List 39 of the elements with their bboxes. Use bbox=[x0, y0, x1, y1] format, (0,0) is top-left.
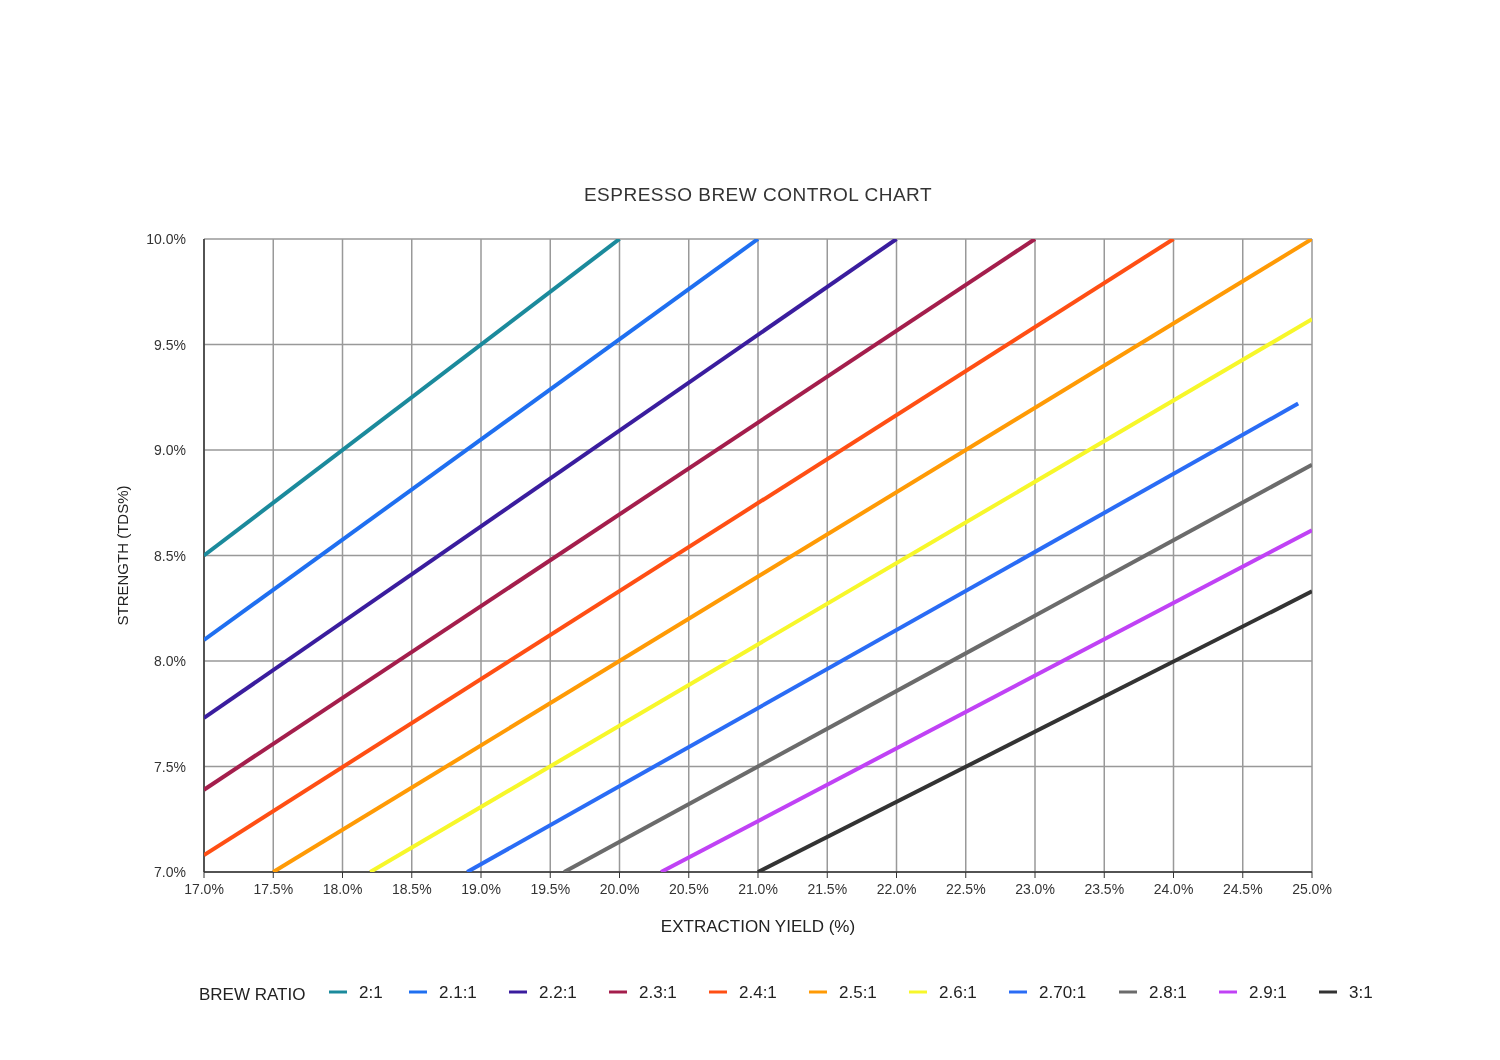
legend-label: 2.9:1 bbox=[1249, 983, 1287, 1002]
y-tick-label: 8.5% bbox=[154, 547, 186, 564]
y-tick-label: 10.0% bbox=[146, 231, 186, 247]
legend-label: 2.1:1 bbox=[439, 983, 477, 1002]
x-tick-label: 20.5% bbox=[668, 881, 709, 897]
x-axis-title: EXTRACTION YIELD (%) bbox=[660, 917, 856, 936]
legend-title: BREW RATIO bbox=[199, 985, 306, 1004]
y-tick-label: 9.5% bbox=[154, 336, 186, 353]
x-tick-label: 23.5% bbox=[1084, 881, 1125, 897]
x-tick-label: 18.5% bbox=[391, 881, 432, 897]
legend-label: 2.4:1 bbox=[739, 983, 777, 1002]
legend-label: 2.8:1 bbox=[1149, 983, 1187, 1002]
x-tick-label: 21.0% bbox=[738, 881, 778, 897]
x-tick-label: 21.5% bbox=[807, 881, 848, 897]
x-tick-label: 25.0% bbox=[1292, 881, 1332, 897]
legend-label: 2:1 bbox=[359, 983, 383, 1002]
x-tick-label: 19.0% bbox=[461, 881, 501, 897]
x-tick-label: 24.0% bbox=[1153, 881, 1194, 897]
x-tick-label: 17.0% bbox=[184, 881, 224, 897]
chart-title: ESPRESSO BREW CONTROL CHART bbox=[583, 184, 933, 205]
y-tick-label: 9.0% bbox=[154, 442, 186, 458]
x-tick-label: 24.5% bbox=[1222, 881, 1263, 897]
y-tick-label: 7.5% bbox=[154, 758, 186, 775]
y-axis-title: STRENGTH (TDS%) bbox=[114, 485, 131, 626]
x-tick-label: 17.5% bbox=[253, 881, 294, 897]
y-tick-label: 8.0% bbox=[154, 653, 186, 669]
x-tick-label: 20.0% bbox=[599, 881, 640, 897]
x-tick-label: 19.5% bbox=[530, 881, 571, 897]
legend-label: 3:1 bbox=[1349, 983, 1373, 1002]
legend-label: 2.3:1 bbox=[639, 983, 677, 1002]
y-tick-label: 7.0% bbox=[154, 864, 186, 880]
x-tick-label: 22.0% bbox=[876, 881, 917, 897]
legend-label: 2.6:1 bbox=[939, 983, 977, 1002]
x-tick-label: 23.0% bbox=[1015, 881, 1055, 897]
legend-label: 2.5:1 bbox=[839, 983, 877, 1002]
legend-label: 2.2:1 bbox=[539, 983, 577, 1002]
x-tick-label: 18.0% bbox=[322, 881, 363, 897]
x-tick-label: 22.5% bbox=[945, 881, 986, 897]
legend-label: 2.70:1 bbox=[1039, 983, 1087, 1002]
